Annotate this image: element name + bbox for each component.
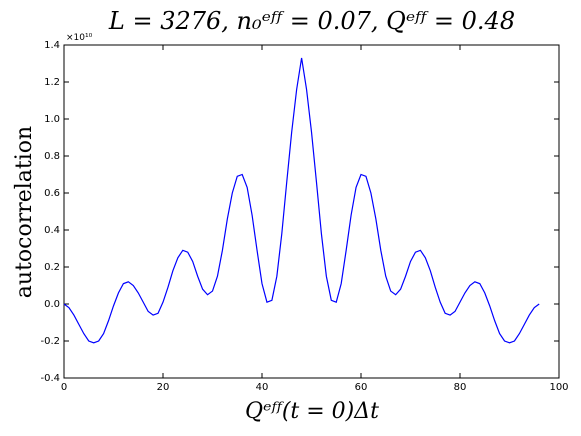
x-tick-label: 60 [355,382,368,393]
y-tick-label: 0.6 [44,188,60,199]
y-tick-label: 0.4 [44,225,60,236]
y-tick-label: 0.8 [44,151,60,162]
y-tick-label: -0.2 [40,336,60,347]
y-tick-label: 0.0 [44,299,60,310]
y-tick-label: -0.4 [40,373,60,384]
y-tick-label: 1.2 [44,77,60,88]
x-tick-label: 40 [256,382,269,393]
x-tick-label: 20 [157,382,170,393]
y-offset-label: ×10¹⁰ [66,33,93,43]
y-axis-label: autocorrelation [12,126,37,298]
y-tick-label: 1.4 [44,40,60,51]
x-tick-label: 80 [454,382,467,393]
x-tick-label: 0 [61,382,67,393]
plot-frame [63,44,560,379]
y-tick-label: 0.2 [44,262,60,273]
y-tick-label: 1.0 [44,114,60,125]
line-series [63,57,540,344]
chart-title: L = 3276, n₀ᵉᶠᶠ = 0.07, Qᵉᶠᶠ = 0.48 [108,7,515,35]
x-tick-label: 100 [549,382,568,393]
x-axis-label: Qᵉᶠᶠ(t = 0)Δt [245,399,379,424]
